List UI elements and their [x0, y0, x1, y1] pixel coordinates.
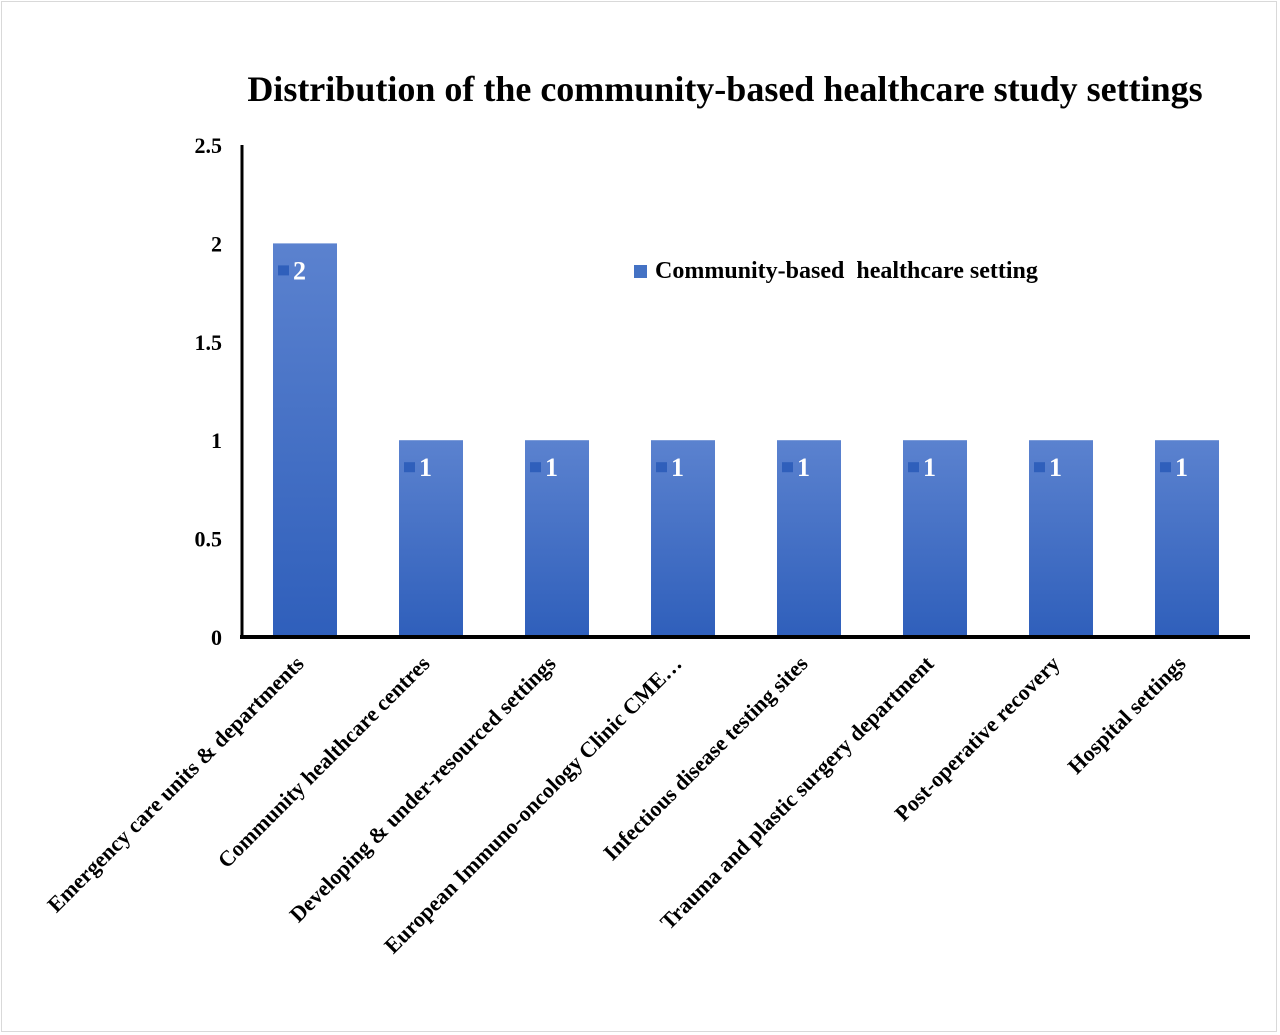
y-tick-label: 0.5 — [195, 527, 223, 552]
y-tick-label: 1 — [211, 428, 222, 453]
data-label: 1 — [1175, 453, 1188, 482]
data-label-key — [656, 462, 667, 473]
y-tick-label: 0 — [211, 625, 222, 650]
bar — [399, 440, 463, 637]
category-label: Trauma and plastic surgery department — [655, 650, 939, 934]
data-label: 1 — [671, 453, 684, 482]
data-label-key — [404, 462, 415, 473]
legend-label: Community-based healthcare setting — [655, 258, 1038, 284]
data-label: 2 — [293, 256, 306, 285]
y-tick-label: 2 — [211, 231, 222, 256]
category-label: Developing & under-resourced settings — [284, 651, 561, 928]
legend-swatch — [634, 265, 647, 278]
chart-title: Distribution of the community-based heal… — [247, 69, 1203, 109]
category-label: Community healthcare centres — [213, 651, 435, 873]
category-label: Emergency care units & departments — [42, 651, 309, 918]
data-label: 1 — [545, 453, 558, 482]
legend: Community-based healthcare setting — [634, 258, 1038, 285]
data-label-key — [1160, 462, 1171, 473]
bar — [525, 440, 589, 637]
category-label: Infectious disease testing sites — [598, 651, 813, 866]
y-tick-label: 1.5 — [195, 330, 223, 355]
data-label: 1 — [797, 453, 810, 482]
bar — [1155, 440, 1219, 637]
data-label: 1 — [923, 453, 936, 482]
bar — [651, 440, 715, 637]
bar — [777, 440, 841, 637]
bar — [1029, 440, 1093, 637]
category-label: Hospital settings — [1063, 651, 1191, 779]
bar — [273, 243, 337, 637]
data-label-key — [530, 462, 541, 473]
data-label-key — [908, 462, 919, 473]
data-label: 1 — [419, 453, 432, 482]
bar — [903, 440, 967, 637]
data-label-key — [278, 265, 289, 276]
data-label-key — [782, 462, 793, 473]
data-label-key — [1034, 462, 1045, 473]
data-label: 1 — [1049, 453, 1062, 482]
y-tick-label: 2.5 — [195, 133, 223, 158]
